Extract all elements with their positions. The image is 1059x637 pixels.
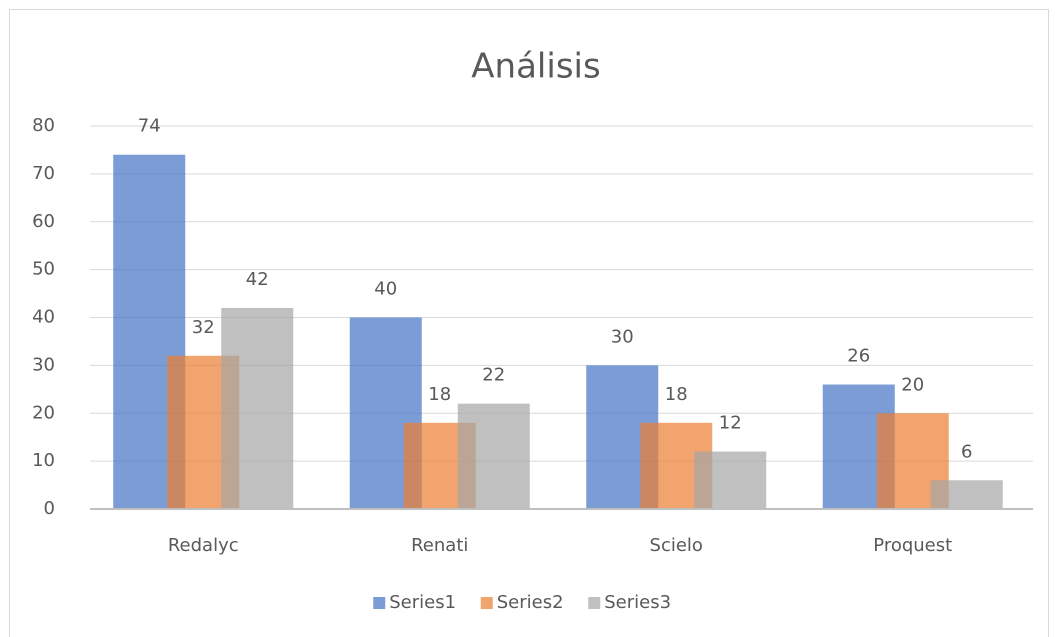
y-tick-label: 30 bbox=[32, 354, 55, 375]
y-tick-label: 40 bbox=[32, 307, 55, 328]
legend-swatch bbox=[588, 597, 601, 609]
y-tick-label: 70 bbox=[32, 163, 55, 184]
bar bbox=[457, 403, 530, 509]
y-tick-label: 80 bbox=[32, 115, 55, 136]
legend-label: Series2 bbox=[497, 592, 564, 613]
data-label: 26 bbox=[847, 346, 870, 367]
legend-label: Series1 bbox=[389, 592, 456, 613]
data-label: 20 bbox=[901, 374, 924, 395]
data-label: 30 bbox=[611, 326, 634, 347]
data-label: 42 bbox=[246, 269, 269, 290]
data-label: 22 bbox=[482, 365, 505, 386]
data-label: 18 bbox=[428, 384, 451, 405]
bar bbox=[930, 480, 1003, 509]
y-tick-label: 0 bbox=[44, 498, 55, 519]
x-tick-label: Renati bbox=[411, 535, 468, 556]
data-label: 18 bbox=[665, 384, 688, 405]
y-tick-label: 60 bbox=[32, 211, 55, 232]
data-label: 74 bbox=[138, 116, 161, 137]
y-tick-label: 50 bbox=[32, 259, 55, 280]
data-label: 12 bbox=[719, 413, 742, 434]
bar bbox=[694, 451, 767, 509]
data-label: 32 bbox=[192, 317, 215, 338]
legend-label: Series3 bbox=[604, 592, 671, 613]
legend-swatch bbox=[480, 597, 493, 609]
data-label: 6 bbox=[961, 441, 972, 462]
data-label: 40 bbox=[374, 279, 397, 300]
x-tick-label: Redalyc bbox=[168, 535, 239, 556]
legend-swatch bbox=[373, 597, 386, 609]
y-tick-label: 20 bbox=[32, 402, 55, 423]
x-tick-label: Scielo bbox=[650, 535, 703, 556]
y-tick-label: 10 bbox=[32, 450, 55, 471]
chart-title: Análisis bbox=[471, 47, 600, 87]
x-tick-label: Proquest bbox=[873, 535, 952, 556]
bar bbox=[221, 307, 294, 509]
